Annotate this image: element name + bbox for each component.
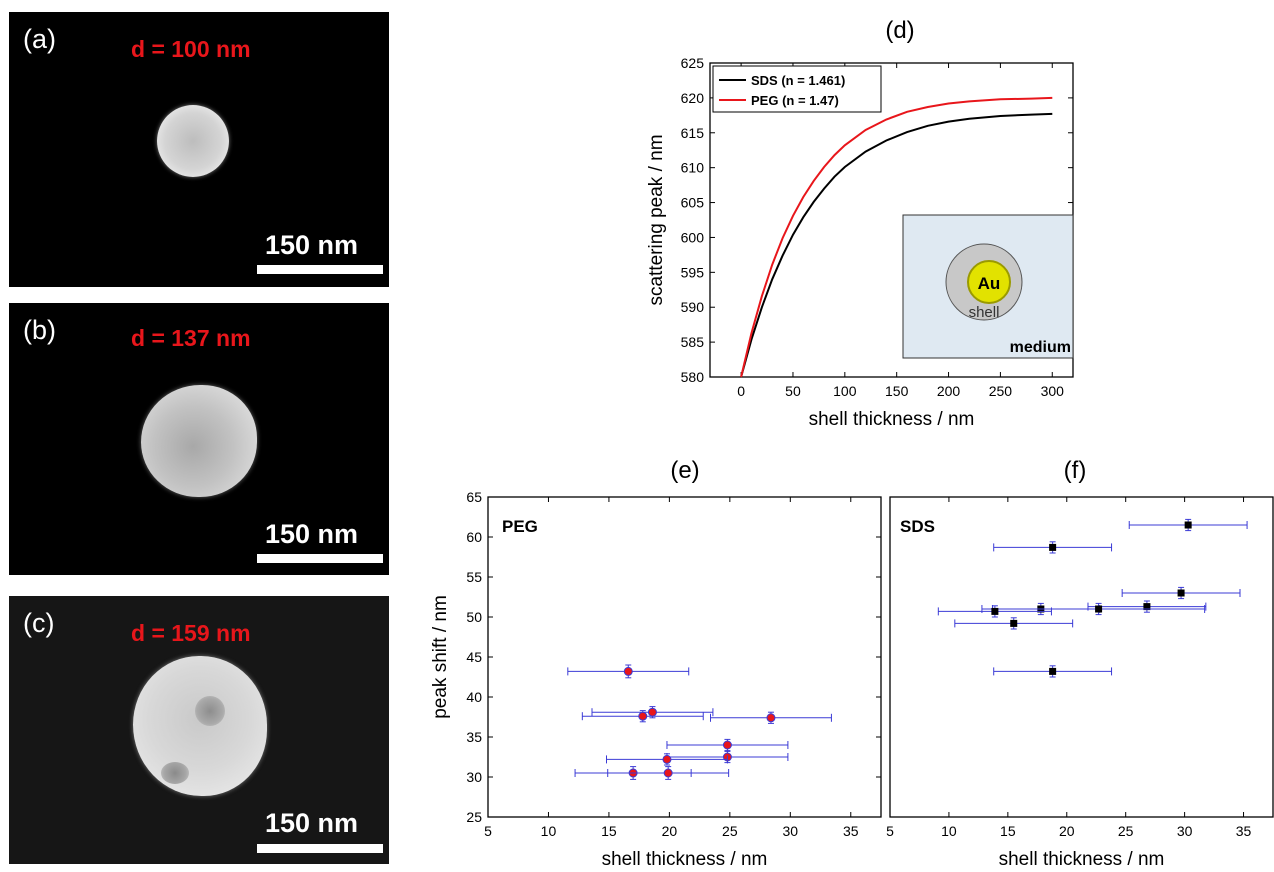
chart-f-sds-peak-shift: (f) 5 10 15 20 25 30 35 shell thickness / nm SD… [886,457,1274,870]
x-tick-label: 35 [1236,823,1252,839]
inset-core-label: Au [978,274,1001,293]
data-point-7 [1010,619,1018,627]
scale-bar-label: 150 nm [265,808,359,838]
x-tick-label: 250 [989,383,1013,399]
panel-label: (c) [23,608,55,638]
surface-pore [161,762,189,784]
y-tick-label: 610 [681,160,705,176]
scale-bar [257,265,383,274]
x-tick-label: 10 [541,823,557,839]
y-tick-label: 580 [681,369,705,385]
scale-bar-label: 150 nm [265,230,359,260]
chart-title: (d) [885,17,914,44]
y-tick-label: 605 [681,195,705,211]
data-point-0 [1184,521,1192,529]
plot-frame [487,496,882,818]
x-axis-label: shell thickness / nm [999,849,1165,870]
x-tick-label: 20 [1059,823,1075,839]
chart-e-peg-peak-shift: (e) 5 10 15 20 25 30 35 25 30 35 40 45 50 55 60 65 shell… [430,457,882,870]
y-tick-label: 595 [681,264,705,280]
nanoparticle [141,385,257,497]
x-tick-label: 200 [937,383,961,399]
y-tick-label: 45 [466,649,482,665]
y-tick-label: 625 [681,55,705,71]
x-tick-label: 5 [484,823,492,839]
x-tick-label: 35 [843,823,859,839]
data-point-1 [1049,543,1057,551]
y-tick-label: 55 [466,569,482,585]
diameter-label: d = 159 nm [131,620,251,646]
nanoparticle [133,656,267,796]
data-point-5 [1095,605,1103,613]
legend-label-0: SDS (n = 1.461) [751,73,845,88]
x-tick-label: 15 [601,823,617,839]
panel-sample-label: PEG [502,517,538,536]
y-axis-label: peak shift / nm [430,595,451,719]
sem-panel-c: (c) d = 159 nm 150 nm [9,596,389,864]
scale-bar-label: 150 nm [265,519,359,549]
chart-title: (e) [670,457,699,484]
data-point-0 [623,666,633,676]
sem-panel-a: (a) d = 100 nm 150 nm [9,12,389,287]
x-tick-label: 10 [941,823,957,839]
panel-sample-label: SDS [900,517,935,536]
data-point-1 [647,707,657,717]
data-point-8 [663,768,673,778]
data-point-2 [638,711,648,721]
y-tick-label: 615 [681,125,705,141]
y-axis-label: scattering peak / nm [646,134,667,305]
data-point-2 [1177,589,1185,597]
y-tick-label: 40 [466,689,482,705]
scale-bar [257,844,383,853]
legend-label-1: PEG (n = 1.47) [751,93,839,108]
surface-pore [195,696,225,726]
x-tick-label: 30 [783,823,799,839]
y-tick-label: 30 [466,769,482,785]
data-point-6 [662,754,672,764]
inset-shell-label: shell [969,304,1000,321]
y-tick-label: 585 [681,334,705,350]
data-point-3 [766,713,776,723]
x-tick-label: 50 [785,383,801,399]
diameter-label: d = 100 nm [131,36,251,62]
x-axis-label: shell thickness / nm [602,849,768,870]
x-tick-label: 5 [886,823,894,839]
data-point-4 [722,740,732,750]
data-point-3 [1143,603,1151,611]
y-tick-label: 50 [466,609,482,625]
y-tick-label: 620 [681,90,705,106]
y-tick-label: 65 [466,489,482,505]
legend-box [712,65,882,113]
x-tick-label: 15 [1000,823,1016,839]
inset-medium-label: medium [1010,339,1071,356]
series-line-0 [740,112,1053,378]
data-point-8 [1049,667,1057,675]
x-tick-label: 20 [662,823,678,839]
y-tick-label: 35 [466,729,482,745]
x-tick-label: 25 [1118,823,1134,839]
x-tick-label: 100 [833,383,857,399]
inset-core-shell: Au shell medium [902,214,1074,359]
x-tick-label: 30 [1177,823,1193,839]
chart-d-scattering-peak: (d) 0 50 100 150 200 250 300 580 585 590 595 600 605… [646,17,1074,430]
y-tick-label: 590 [681,299,705,315]
nanoparticle [157,105,229,177]
series-line-1 [740,96,1053,378]
y-tick-label: 600 [681,229,705,245]
diameter-label: d = 137 nm [131,325,251,351]
data-point-6 [991,607,999,615]
x-axis-label: shell thickness / nm [809,409,975,430]
y-tick-label: 25 [466,809,482,825]
x-tick-label: 0 [737,383,745,399]
panel-label: (a) [23,24,56,54]
sem-panel-b: (b) d = 137 nm 150 nm [9,303,389,575]
scale-bar [257,554,383,563]
y-tick-label: 60 [466,529,482,545]
plot-frame [889,496,1274,818]
x-tick-label: 150 [885,383,909,399]
panel-label: (b) [23,315,56,345]
x-tick-label: 300 [1041,383,1065,399]
chart-title: (f) [1064,457,1087,484]
x-tick-label: 25 [722,823,738,839]
